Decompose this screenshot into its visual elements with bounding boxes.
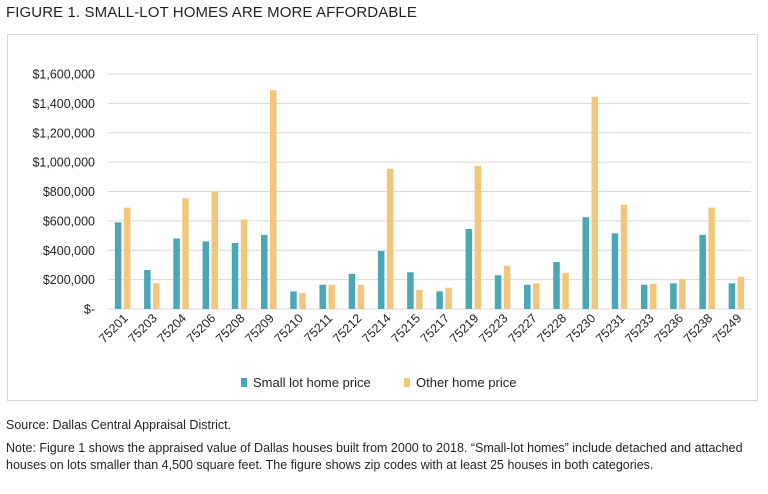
y-tick-label: $200,000 (43, 273, 95, 287)
bar-other-75204 (182, 198, 189, 309)
x-tick-label: 75204 (155, 311, 190, 346)
bar-other-75208 (240, 219, 248, 309)
x-tick-label: 75228 (535, 311, 570, 346)
y-tick-label: $800,000 (43, 185, 95, 199)
bar-small-lot-75209 (261, 234, 268, 309)
bar-small-lot-75215 (407, 272, 414, 309)
x-axis-ticks: 7520175203752047520675208752097521075211… (96, 311, 744, 346)
source-text: Source: Dallas Central Appraisal Distric… (6, 418, 232, 432)
bar-small-lot-75201 (114, 222, 122, 309)
bar-small-lot-75217 (436, 291, 443, 310)
x-tick-label: 75208 (213, 311, 248, 346)
x-tick-label: 75209 (242, 311, 277, 346)
y-tick-label: $600,000 (43, 214, 95, 228)
legend-label-small-lot: Small lot home price (253, 375, 371, 390)
x-tick-label: 75227 (505, 311, 540, 346)
bars (114, 90, 745, 310)
figure-title: FIGURE 1. SMALL-LOT HOMES ARE MORE AFFOR… (6, 4, 417, 21)
x-tick-label: 75201 (96, 311, 131, 346)
bar-other-75206 (211, 191, 219, 309)
bar-other-75209 (270, 90, 277, 309)
x-tick-label: 75206 (184, 311, 219, 346)
legend-swatch-small-lot (241, 378, 247, 387)
legend: Small lot home price Other home price (241, 375, 516, 390)
x-tick-label: 75238 (681, 311, 716, 346)
bar-small-lot-75230 (582, 217, 589, 309)
x-tick-label: 75214 (359, 311, 394, 346)
bar-small-lot-75211 (319, 284, 326, 309)
chart-container: $- $200,000 $400,000 $600,000 $800,000 $1,000… (7, 34, 758, 401)
bar-small-lot-75227 (524, 284, 531, 309)
bar-small-lot-75214 (377, 250, 385, 309)
y-tick-label: $1,400,000 (32, 97, 95, 111)
x-tick-label: 75236 (652, 311, 687, 346)
x-tick-label: 75231 (593, 311, 628, 346)
y-tick-label: $1,200,000 (32, 126, 95, 140)
legend-swatch-other (404, 378, 410, 387)
bar-small-lot-75238 (699, 234, 706, 309)
bar-small-lot-75212 (348, 273, 356, 309)
bar-other-75231 (620, 204, 628, 309)
y-tick-label: $- (84, 303, 95, 317)
x-tick-label: 75219 (447, 311, 482, 346)
bar-small-lot-75236 (670, 283, 677, 309)
bar-other-75214 (386, 168, 394, 309)
bar-other-75230 (591, 96, 598, 309)
bar-other-75249 (737, 276, 745, 309)
bar-small-lot-75208 (231, 242, 239, 309)
bar-small-lot-75203 (144, 270, 151, 309)
bar-small-lot-75210 (290, 291, 297, 310)
bar-chart: $- $200,000 $400,000 $600,000 $800,000 $1,000… (32, 68, 751, 390)
bar-small-lot-75204 (173, 238, 180, 309)
bar-other-75223 (503, 265, 511, 309)
x-tick-label: 75223 (476, 311, 511, 346)
note-text: Note: Figure 1 shows the appraised value… (6, 441, 743, 472)
bar-small-lot-75233 (640, 284, 648, 309)
bar-other-75233 (649, 284, 657, 309)
x-tick-label: 75210 (272, 311, 307, 346)
bar-other-75219 (474, 165, 482, 309)
bar-other-75236 (679, 278, 686, 309)
y-tick-label: $1,000,000 (32, 156, 95, 170)
x-tick-label: 75230 (564, 311, 599, 346)
bar-small-lot-75249 (728, 283, 736, 309)
bar-other-75238 (708, 207, 715, 309)
x-tick-label: 75211 (301, 311, 335, 345)
bar-other-75203 (153, 283, 160, 309)
bar-other-75228 (562, 273, 569, 309)
x-tick-label: 75215 (389, 311, 424, 346)
bar-small-lot-75219 (465, 228, 473, 309)
legend-label-other: Other home price (416, 375, 516, 390)
bar-small-lot-75228 (553, 262, 560, 309)
bar-other-75201 (123, 207, 131, 309)
x-tick-label: 75217 (418, 311, 453, 346)
bar-small-lot-75223 (494, 275, 502, 309)
x-tick-label: 75249 (710, 311, 745, 346)
x-tick-label: 75203 (125, 311, 160, 346)
bar-other-75210 (299, 292, 306, 309)
y-tick-label: $400,000 (43, 244, 95, 258)
x-tick-label: 75212 (330, 311, 365, 346)
bar-other-75217 (445, 287, 452, 309)
y-axis-ticks: $- $200,000 $400,000 $600,000 $800,000 $1,000… (32, 68, 95, 317)
bar-other-75211 (328, 284, 335, 309)
bar-other-75215 (416, 289, 423, 309)
y-tick-label: $1,600,000 (32, 68, 95, 82)
bar-other-75227 (533, 283, 540, 309)
bar-other-75212 (357, 284, 365, 309)
bar-small-lot-75206 (202, 241, 210, 309)
bar-small-lot-75231 (611, 233, 619, 309)
x-tick-label: 75233 (622, 311, 657, 346)
